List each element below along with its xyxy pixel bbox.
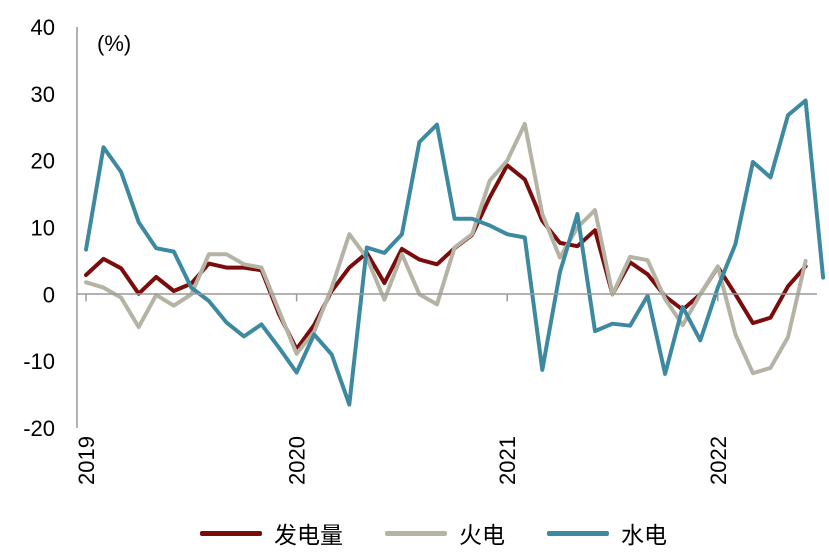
legend-item-thermal: 火电 [385, 516, 505, 550]
y-tick-label: 10 [31, 216, 55, 241]
legend-label-generation: 发电量 [274, 523, 343, 549]
legend-swatch-hydro [547, 530, 609, 536]
legend: 发电量 火电 水电 [200, 516, 709, 550]
x-tick-label: 2021 [495, 436, 520, 485]
x-tick-label: 2022 [706, 436, 731, 485]
series-line [84, 121, 808, 376]
legend-item-generation: 发电量 [200, 516, 343, 550]
series-lines [84, 98, 826, 407]
y-tick-label: -10 [23, 349, 55, 374]
y-tick-label: 40 [31, 15, 55, 40]
y-tick-label: 20 [31, 149, 55, 174]
series-line [84, 98, 826, 407]
legend-label-hydro: 水电 [621, 523, 667, 549]
x-axis-tick-marks [85, 294, 719, 302]
x-tick-label: 2020 [285, 436, 310, 485]
legend-swatch-thermal [385, 530, 447, 536]
y-unit-label: (%) [97, 31, 131, 56]
y-tick-label: 30 [31, 82, 55, 107]
legend-swatch-generation [200, 530, 262, 536]
legend-label-thermal: 火电 [459, 523, 505, 549]
legend-item-hydro: 水电 [547, 516, 667, 550]
y-axis-tick-labels: 40 30 20 10 0 -10 -20 [23, 15, 55, 441]
series-line [84, 163, 808, 352]
y-tick-label: 0 [43, 282, 55, 307]
y-tick-label: -20 [23, 416, 55, 441]
x-tick-label: 2019 [74, 436, 99, 485]
x-axis-tick-labels: 2019 2020 2021 2022 [74, 436, 731, 485]
